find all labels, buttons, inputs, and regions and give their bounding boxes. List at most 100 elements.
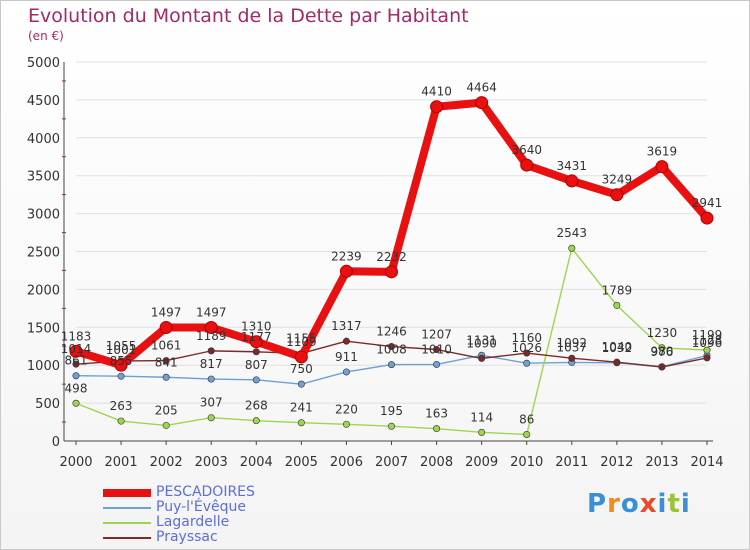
- x-tick-label-2010: 2010: [510, 455, 543, 470]
- data-point-2-2006: [342, 420, 350, 428]
- data-label-2-2008: 163: [425, 407, 448, 421]
- data-label-2-2013: 1230: [647, 326, 678, 340]
- data-label-1-2000: 861: [65, 354, 88, 368]
- data-point-2-2007: [387, 422, 395, 430]
- data-label-3-2013: 976: [650, 345, 673, 359]
- data-label-1-2011: 1037: [557, 340, 588, 354]
- data-point-2-2010: [523, 430, 531, 438]
- data-label-3-2011: 1092: [557, 336, 588, 350]
- data-label-3-2012: 1040: [602, 340, 633, 354]
- data-label-3-2005: 1155: [286, 331, 317, 345]
- legend-item-lagardelle: Lagardelle: [103, 514, 323, 530]
- x-tick-label-2008: 2008: [420, 455, 453, 470]
- data-point-0-2006: [339, 264, 353, 278]
- x-tick-label-2009: 2009: [465, 455, 498, 470]
- chart-title: Evolution du Montant de la Dette par Hab…: [28, 5, 469, 27]
- data-point-0-2011: [565, 174, 579, 188]
- x-tick-label-2011: 2011: [555, 455, 588, 470]
- data-point-3-2008: [433, 346, 441, 354]
- data-label-0-2004: 1310: [241, 320, 272, 334]
- data-label-0-2011: 3431: [557, 159, 588, 173]
- data-label-0-2008: 4410: [421, 85, 452, 99]
- data-label-2-2007: 195: [380, 404, 403, 418]
- data-point-1-2002: [162, 373, 170, 381]
- data-point-2-2003: [207, 414, 215, 422]
- legend-swatch-pescadoires: [103, 489, 151, 497]
- data-label-1-2014: 1128: [692, 333, 723, 347]
- y-tick-label-3000: 3000: [27, 208, 60, 223]
- legend: PESCADOIRES Puy-l'Évêque Lagardelle Pray…: [103, 484, 323, 545]
- data-point-1-2007: [387, 361, 395, 369]
- data-point-3-2006: [342, 337, 350, 345]
- legend-item-pescadoires: PESCADOIRES: [103, 484, 323, 500]
- data-point-0-2009: [475, 96, 489, 110]
- data-label-0-2012: 3249: [602, 173, 633, 187]
- data-point-1-2001: [117, 372, 125, 380]
- data-label-3-2006: 1317: [331, 319, 362, 333]
- data-label-2-2004: 268: [245, 399, 268, 413]
- y-tick-label-2500: 2500: [27, 246, 60, 261]
- data-point-3-2009: [478, 354, 486, 362]
- data-point-2-2009: [478, 428, 486, 436]
- data-label-3-2000: 1014: [61, 342, 92, 356]
- data-label-3-2003: 1189: [196, 329, 227, 343]
- data-label-2-2012: 1789: [602, 283, 633, 297]
- data-point-2-2004: [252, 417, 260, 425]
- data-point-1-2003: [207, 375, 215, 383]
- legend-label-lagardelle: Lagardelle: [156, 514, 230, 530]
- x-tick-label-2012: 2012: [600, 455, 633, 470]
- legend-swatch-prayssac: [103, 537, 151, 539]
- y-tick-label-500: 500: [35, 397, 60, 412]
- data-label-1-2003: 817: [200, 357, 223, 371]
- data-point-1-2005: [297, 380, 305, 388]
- data-label-0-2003: 1497: [196, 306, 227, 320]
- data-label-3-2001: 1055: [106, 339, 137, 353]
- data-label-3-2002: 1061: [151, 339, 182, 353]
- data-point-3-2000: [72, 360, 80, 368]
- legend-item-prayssac: Prayssac: [103, 529, 323, 545]
- legend-label-puy-leveque: Puy-l'Évêque: [156, 499, 247, 515]
- x-tick-label-2014: 2014: [690, 455, 723, 470]
- data-label-1-2002: 841: [155, 355, 178, 369]
- y-tick-label-0: 0: [52, 435, 60, 450]
- x-tick-label-2001: 2001: [105, 455, 138, 470]
- data-point-2-2013: [658, 344, 666, 352]
- data-label-0-2000: 1183: [61, 329, 92, 343]
- y-tick-label-2000: 2000: [27, 283, 60, 298]
- x-tick-label-2002: 2002: [150, 455, 183, 470]
- data-label-3-2010: 1160: [511, 331, 542, 345]
- data-point-0-2001: [114, 358, 128, 372]
- data-label-3-2007: 1246: [376, 325, 407, 339]
- y-tick-label-3500: 3500: [27, 170, 60, 185]
- data-point-1-2006: [342, 368, 350, 376]
- data-label-3-2008: 1207: [421, 328, 452, 342]
- data-label-2-2009: 114: [470, 410, 493, 424]
- data-label-2-2005: 241: [290, 401, 313, 415]
- data-point-3-2010: [523, 349, 531, 357]
- data-point-0-2008: [430, 100, 444, 114]
- data-label-1-2001: 855: [110, 354, 133, 368]
- data-label-0-2009: 4464: [466, 81, 497, 95]
- data-label-0-2001: 1001: [106, 343, 137, 357]
- x-tick-label-2004: 2004: [240, 455, 273, 470]
- data-point-0-2003: [204, 321, 218, 335]
- x-tick-label-2007: 2007: [375, 455, 408, 470]
- data-label-2-2006: 220: [335, 402, 358, 416]
- x-tick-label-2000: 2000: [59, 455, 92, 470]
- legend-item-puy-leveque: Puy-l'Évêque: [103, 499, 323, 515]
- data-label-1-2013: 980: [650, 345, 673, 359]
- data-label-1-2010: 1026: [511, 341, 542, 355]
- data-label-1-2008: 1010: [421, 342, 452, 356]
- data-label-0-2013: 3619: [647, 145, 678, 159]
- data-label-2-2001: 263: [110, 399, 133, 413]
- data-label-2-2003: 307: [200, 396, 223, 410]
- data-point-2-2005: [297, 419, 305, 427]
- data-label-0-2005: 1109: [286, 335, 317, 349]
- data-point-3-2002: [162, 357, 170, 365]
- data-point-0-2002: [159, 321, 173, 335]
- data-point-0-2012: [610, 188, 624, 202]
- data-label-1-2012: 1032: [602, 341, 633, 355]
- data-point-1-2008: [433, 360, 441, 368]
